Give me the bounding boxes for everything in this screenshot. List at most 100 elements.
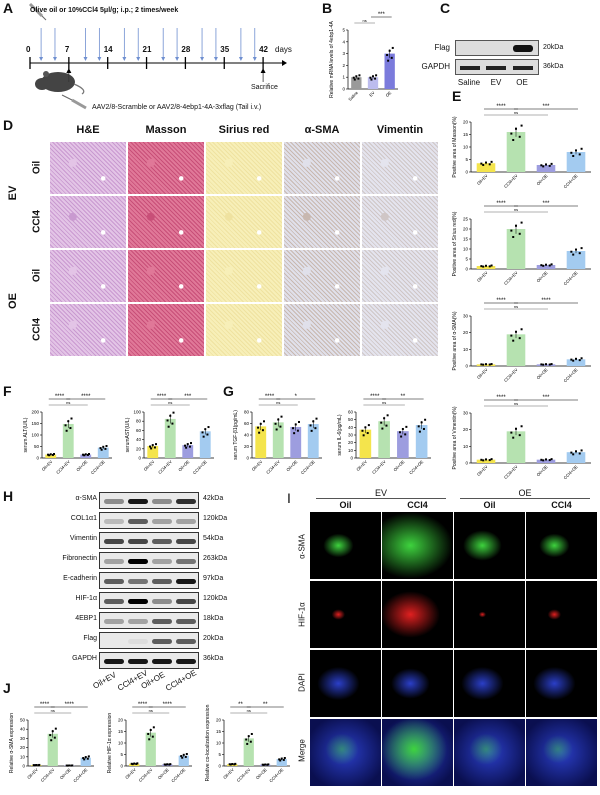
category-label: Oil+OE: [255, 767, 268, 780]
significance-label: ***: [542, 395, 550, 401]
data-point: [52, 730, 54, 732]
bar: [567, 152, 586, 172]
data-point: [515, 331, 517, 333]
y-tick-label: 10: [463, 347, 469, 352]
significance-label: **: [238, 702, 243, 708]
data-point: [87, 758, 89, 760]
data-point: [48, 454, 50, 456]
data-point: [53, 453, 55, 455]
data-point: [167, 419, 169, 421]
data-point: [169, 763, 171, 765]
y-tick-label: 30: [20, 736, 26, 741]
blot-kda: 20kDa: [203, 635, 223, 642]
significance-label: ****: [496, 104, 506, 110]
experiment-timeline: Olive oil or 10%CCl4 5μl/g; i.p.; 2 time…: [0, 0, 310, 118]
data-point: [67, 765, 69, 767]
data-point: [361, 430, 363, 432]
y-tick-label: 20: [463, 330, 469, 335]
blot-kda: 18kDa: [203, 615, 223, 622]
fluorescence-image: [454, 512, 525, 579]
data-point: [204, 428, 206, 430]
data-point: [545, 363, 547, 365]
data-point: [581, 247, 583, 249]
data-point: [545, 458, 547, 460]
timeline-tick-label: 21: [143, 45, 152, 54]
data-point: [512, 340, 514, 342]
y-tick-label: 50: [20, 718, 26, 723]
column-header: Oil: [310, 500, 381, 510]
y-tick-label: 100: [133, 410, 141, 415]
bar: [385, 54, 395, 89]
timeline-tick-label: 28: [181, 45, 190, 54]
data-point: [208, 426, 210, 428]
bar: [567, 359, 586, 366]
bar: [416, 425, 428, 458]
significance-label: **: [263, 702, 268, 708]
data-point: [311, 430, 313, 432]
data-point: [542, 364, 544, 366]
y-tick-label: 0: [350, 456, 353, 461]
data-point: [262, 429, 264, 431]
data-point: [185, 447, 187, 449]
data-point: [83, 758, 85, 760]
y-tick-label: 60: [136, 428, 142, 433]
timeline-tick-label: 14: [104, 45, 113, 54]
significance-label: ****: [541, 298, 551, 304]
data-point: [480, 363, 482, 365]
y-tick-label: 10: [348, 448, 354, 453]
data-point: [136, 762, 138, 764]
band: [152, 639, 172, 644]
data-point: [355, 75, 357, 77]
lane-ev: EV: [486, 78, 506, 87]
y-tick-label: 50: [34, 444, 40, 449]
data-point: [369, 77, 371, 79]
arrow-head-icon: [175, 57, 179, 61]
arrow-up-icon: [66, 68, 71, 73]
blot-strip: [99, 572, 199, 589]
row-label: α-SMA: [298, 527, 307, 567]
injection-text: Olive oil or 10%CCl4 5μl/g; i.p.; 2 time…: [30, 7, 178, 14]
category-label: Oil+EV: [41, 459, 54, 472]
data-point: [314, 427, 316, 429]
data-point: [421, 421, 423, 423]
significance-label: ***: [184, 394, 192, 400]
data-point: [312, 420, 314, 422]
axis-arrow-icon: [282, 60, 287, 66]
data-point: [71, 764, 73, 766]
mouse-icon: [35, 71, 84, 94]
bar: [48, 734, 58, 766]
y-tick-label: 5: [120, 752, 123, 757]
data-point: [482, 164, 484, 166]
data-point: [400, 436, 402, 438]
blot-kda: 42kDa: [203, 495, 223, 502]
histology-image: [206, 304, 282, 356]
data-point: [519, 434, 521, 436]
fluorescence-image: [454, 719, 525, 786]
fluorescence-image: [526, 719, 597, 786]
fluorescence-image: [526, 512, 597, 579]
y-axis-label: serumAST(U/L): [125, 417, 131, 452]
band: [460, 66, 480, 70]
y-axis-label: Relative α-SMA expression: [9, 713, 15, 773]
data-point: [65, 424, 67, 426]
y-tick-label: 0: [465, 364, 468, 369]
arrow-head-icon: [97, 57, 101, 61]
data-point: [260, 423, 262, 425]
data-point: [519, 136, 521, 138]
data-point: [491, 265, 493, 267]
column-header: Sirius red: [206, 124, 282, 136]
significance-label: ****: [65, 702, 75, 708]
band: [104, 659, 124, 664]
data-point: [153, 726, 155, 728]
data-point: [489, 265, 491, 267]
data-point: [203, 436, 205, 438]
bar: [507, 431, 526, 463]
data-point: [363, 434, 365, 436]
data-point: [185, 756, 187, 758]
y-axis-label: Positive area of Masson(%): [452, 116, 458, 177]
band: [128, 619, 148, 624]
